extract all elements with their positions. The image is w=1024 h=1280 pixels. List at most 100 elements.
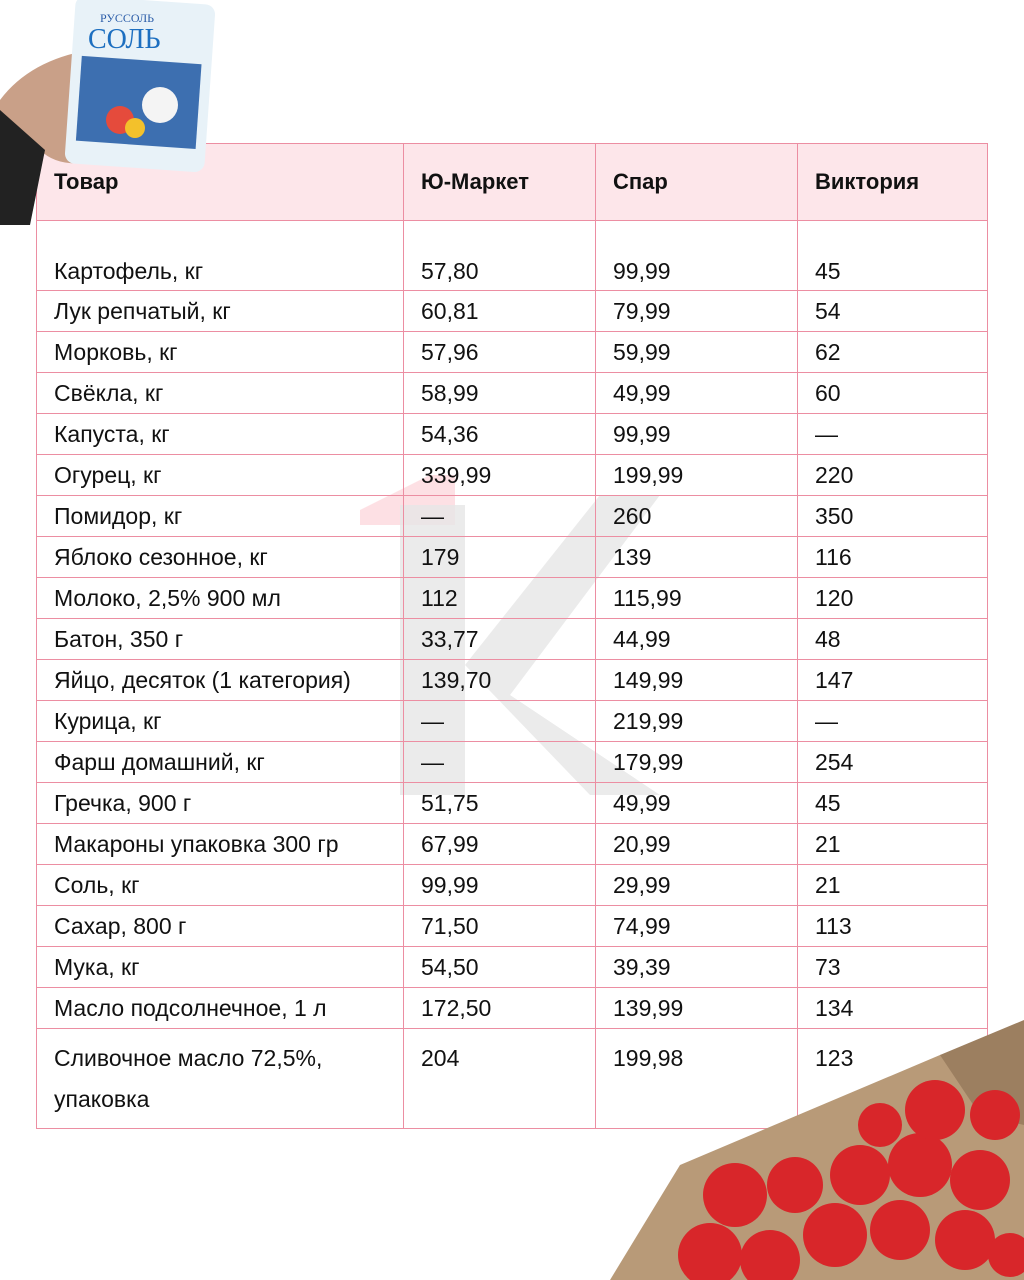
table-row: Батон, 350 г 33,77 44,99 48 (36, 618, 988, 660)
yu-market-price: 71,50 (403, 905, 596, 947)
product-name: Масло подсолнечное, 1 л (36, 987, 404, 1029)
yu-market-price: 58,99 (403, 372, 596, 414)
product-name: Курица, кг (36, 700, 404, 742)
spar-price: 39,39 (595, 946, 798, 988)
table-row: Молоко, 2,5% 900 мл 112 115,99 120 (36, 577, 988, 619)
viktoriya-price: 220 (797, 454, 988, 496)
spar-price: 199,99 (595, 454, 798, 496)
spar-price: 149,99 (595, 659, 798, 701)
table-row: Яблоко сезонное, кг 179 139 116 (36, 536, 988, 578)
yu-market-price: 67,99 (403, 823, 596, 865)
viktoriya-price: 21 (797, 864, 988, 906)
product-name: Макароны упаковка 300 гр (36, 823, 404, 865)
product-name: Свёкла, кг (36, 372, 404, 414)
spar-price: 49,99 (595, 782, 798, 824)
price-comparison-table: Товар Ю-Маркет Спар Виктория Картофель, … (36, 143, 988, 1129)
table-row: Лук репчатый, кг 60,81 79,99 54 (36, 290, 988, 332)
table-row: Курица, кг —219,99— (36, 700, 988, 742)
yu-market-price: 51,75 (403, 782, 596, 824)
yu-market-price: 339,99 (403, 454, 596, 496)
spar-price: 20,99 (595, 823, 798, 865)
viktoriya-price: 60 (797, 372, 988, 414)
yu-market-price: 99,99 (403, 864, 596, 906)
spar-price: 59,99 (595, 331, 798, 373)
yu-market-price: 60,81 (403, 290, 596, 332)
viktoriya-price: 116 (797, 536, 988, 578)
product-name: Картофель, кг (36, 220, 404, 291)
viktoriya-price: 350 (797, 495, 988, 537)
yu-market-price: — (403, 700, 596, 742)
tomatoes-box-photo (610, 1020, 1024, 1280)
spar-price: 29,99 (595, 864, 798, 906)
product-name: Капуста, кг (36, 413, 404, 455)
viktoriya-price: 45 (797, 782, 988, 824)
table-header-row: Товар Ю-Маркет Спар Виктория (36, 143, 988, 221)
product-name: Батон, 350 г (36, 618, 404, 660)
salt-label-text: СОЛЬ (88, 24, 161, 55)
spar-price: 49,99 (595, 372, 798, 414)
yu-market-price: 54,50 (403, 946, 596, 988)
table-row: Макароны упаковка 300 гр 67,99 20,99 21 (36, 823, 988, 865)
viktoriya-price: 147 (797, 659, 988, 701)
viktoriya-price: 73 (797, 946, 988, 988)
viktoriya-price: 54 (797, 290, 988, 332)
viktoriya-price: 21 (797, 823, 988, 865)
spar-price: 74,99 (595, 905, 798, 947)
spar-price: 219,99 (595, 700, 798, 742)
table-row: Помидор, кг —260 350 (36, 495, 988, 537)
header-yu-market: Ю-Маркет (403, 143, 596, 221)
yu-market-price: 57,80 (403, 220, 596, 291)
product-name: Лук репчатый, кг (36, 290, 404, 332)
viktoriya-price: 48 (797, 618, 988, 660)
spar-price: 260 (595, 495, 798, 537)
spar-price: 199,98 (595, 1028, 798, 1129)
yu-market-price: — (403, 495, 596, 537)
table-row: Сахар, 800 г 71,50 74,99 113 (36, 905, 988, 947)
yu-market-price: 33,77 (403, 618, 596, 660)
viktoriya-price: 254 (797, 741, 988, 783)
yu-market-price: — (403, 741, 596, 783)
yu-market-price: 172,50 (403, 987, 596, 1029)
viktoriya-price: 62 (797, 331, 988, 373)
product-name: Морковь, кг (36, 331, 404, 373)
header-spar: Спар (595, 143, 798, 221)
spar-price: 115,99 (595, 577, 798, 619)
table-row: Огурец, кг 339,99 199,99 220 (36, 454, 988, 496)
salt-pack-photo: РУССОЛЬ СОЛЬ (0, 0, 216, 225)
table-row: Морковь, кг 57,96 59,99 62 (36, 331, 988, 373)
table-row: Мука, кг 54,50 39,39 73 (36, 946, 988, 988)
spar-price: 179,99 (595, 741, 798, 783)
table-row: Соль, кг 99,99 29,99 21 (36, 864, 988, 906)
salt-brand-text: РУССОЛЬ (100, 11, 154, 25)
table-row: Яйцо, десяток (1 категория) 139,70 149,99 1… (36, 659, 988, 701)
yu-market-price: 179 (403, 536, 596, 578)
yu-market-price: 57,96 (403, 331, 596, 373)
viktoriya-price: — (797, 700, 988, 742)
product-name: Гречка, 900 г (36, 782, 404, 824)
spar-price: 99,99 (595, 413, 798, 455)
table-row: Свёкла, кг 58,99 49,99 60 (36, 372, 988, 414)
viktoriya-price: 120 (797, 577, 988, 619)
viktoriya-price: 134 (797, 987, 988, 1029)
product-name: Сахар, 800 г (36, 905, 404, 947)
yu-market-price: 112 (403, 577, 596, 619)
product-name: Соль, кг (36, 864, 404, 906)
viktoriya-price: 45 (797, 220, 988, 291)
yu-market-price: 204 (403, 1028, 596, 1129)
yu-market-price: 139,70 (403, 659, 596, 701)
table-row: Фарш домашний, кг —179,99 254 (36, 741, 988, 783)
table-row: Гречка, 900 г 51,75 49,99 45 (36, 782, 988, 824)
spar-price: 99,99 (595, 220, 798, 291)
header-viktoriya: Виктория (797, 143, 988, 221)
product-name: Яблоко сезонное, кг (36, 536, 404, 578)
product-name: Огурец, кг (36, 454, 404, 496)
table-row: Картофель, кг 57,80 99,99 45 (36, 220, 988, 291)
product-name: Сливочное масло 72,5%, упаковка (36, 1028, 404, 1129)
spar-price: 79,99 (595, 290, 798, 332)
viktoriya-price: — (797, 413, 988, 455)
product-name: Помидор, кг (36, 495, 404, 537)
viktoriya-price: 113 (797, 905, 988, 947)
yu-market-price: 54,36 (403, 413, 596, 455)
product-name: Молоко, 2,5% 900 мл (36, 577, 404, 619)
product-name: Фарш домашний, кг (36, 741, 404, 783)
